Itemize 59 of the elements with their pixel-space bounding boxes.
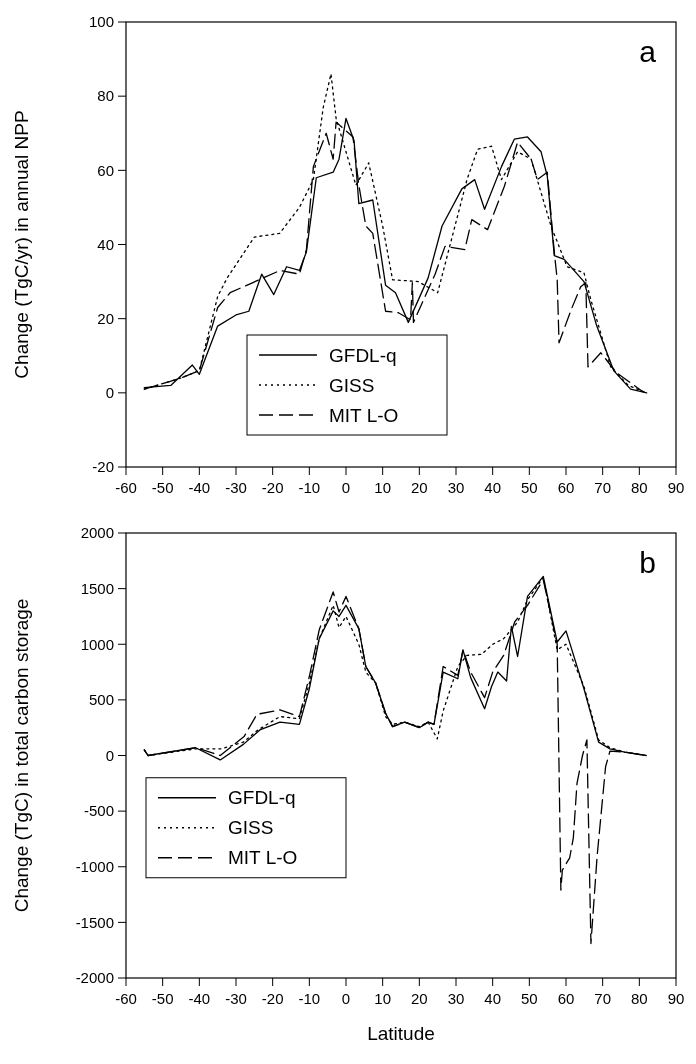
x-tick-label: -20: [261, 990, 284, 1007]
x-tick-label: 10: [374, 479, 392, 496]
x-tick-label: -40: [188, 479, 211, 496]
legend-label: GISS: [329, 374, 375, 396]
legend-label: GISS: [228, 817, 274, 839]
x-tick-label: 0: [341, 990, 351, 1007]
y-tick-label: 2000: [80, 524, 114, 542]
y-tick-label: -20: [92, 458, 114, 476]
x-tick-label: -60: [115, 479, 137, 496]
x-tick-label: 90: [667, 479, 685, 496]
x-tick-label: -10: [298, 990, 321, 1007]
y-tick-label: -2000: [75, 969, 114, 987]
x-tick-label: -20: [261, 479, 284, 496]
x-tick-label: 10: [374, 990, 392, 1007]
x-tick-label: 40: [484, 990, 502, 1007]
y-tick-label: 500: [88, 691, 114, 709]
x-tick-label: 30: [447, 990, 465, 1007]
x-tick-label: 20: [410, 479, 428, 496]
x-tick-label: -60: [115, 990, 137, 1007]
x-tick-label: -40: [188, 990, 211, 1007]
y-tick-label: -1000: [75, 858, 114, 875]
y-tick-label: 0: [105, 384, 114, 402]
x-tick-label: 60: [557, 479, 575, 496]
annotation: a: [639, 35, 657, 68]
y-tick-label: 20: [97, 309, 114, 327]
y-axis-title: Change (TgC) in total carbon storage: [11, 598, 32, 913]
legend-label: MIT L-O: [329, 404, 399, 426]
legend-label: GFDL-q: [329, 344, 397, 366]
x-tick-label: -10: [298, 479, 321, 496]
y-tick-label: 100: [88, 13, 114, 31]
x-axis-title: Latitude: [367, 1023, 435, 1044]
x-tick-label: 80: [630, 479, 648, 496]
y-tick-label: 1500: [80, 579, 114, 597]
y-tick-label: 1000: [80, 635, 114, 653]
x-tick-label: 0: [341, 479, 351, 496]
annotation: b: [639, 546, 656, 579]
x-tick-label: -30: [225, 990, 247, 1007]
x-tick-label: 30: [447, 479, 465, 496]
x-tick-label: 60: [557, 990, 575, 1007]
legend-label: MIT L-O: [228, 847, 298, 869]
y-tick-label: 60: [97, 161, 114, 179]
y-tick-label: -500: [83, 802, 114, 820]
x-tick-label: 40: [484, 479, 502, 496]
y-tick-label: -1500: [75, 913, 114, 931]
y-tick-label: 0: [105, 746, 114, 764]
x-tick-label: -30: [225, 479, 247, 496]
x-tick-label: -50: [151, 990, 174, 1007]
y-tick-label: 40: [97, 235, 114, 253]
x-tick-label: 90: [667, 990, 685, 1007]
x-tick-label: 80: [630, 990, 648, 1007]
x-tick-label: 70: [594, 479, 612, 496]
y-axis-title: Change (TgC/yr) in annual NPP: [11, 110, 32, 379]
x-tick-label: 50: [520, 990, 538, 1007]
x-tick-label: -50: [151, 479, 174, 496]
x-tick-label: 70: [594, 990, 612, 1007]
legend-label: GFDL-q: [228, 787, 296, 809]
y-tick-label: 80: [97, 87, 114, 105]
x-tick-label: 50: [520, 479, 538, 496]
x-tick-label: 20: [410, 990, 428, 1007]
